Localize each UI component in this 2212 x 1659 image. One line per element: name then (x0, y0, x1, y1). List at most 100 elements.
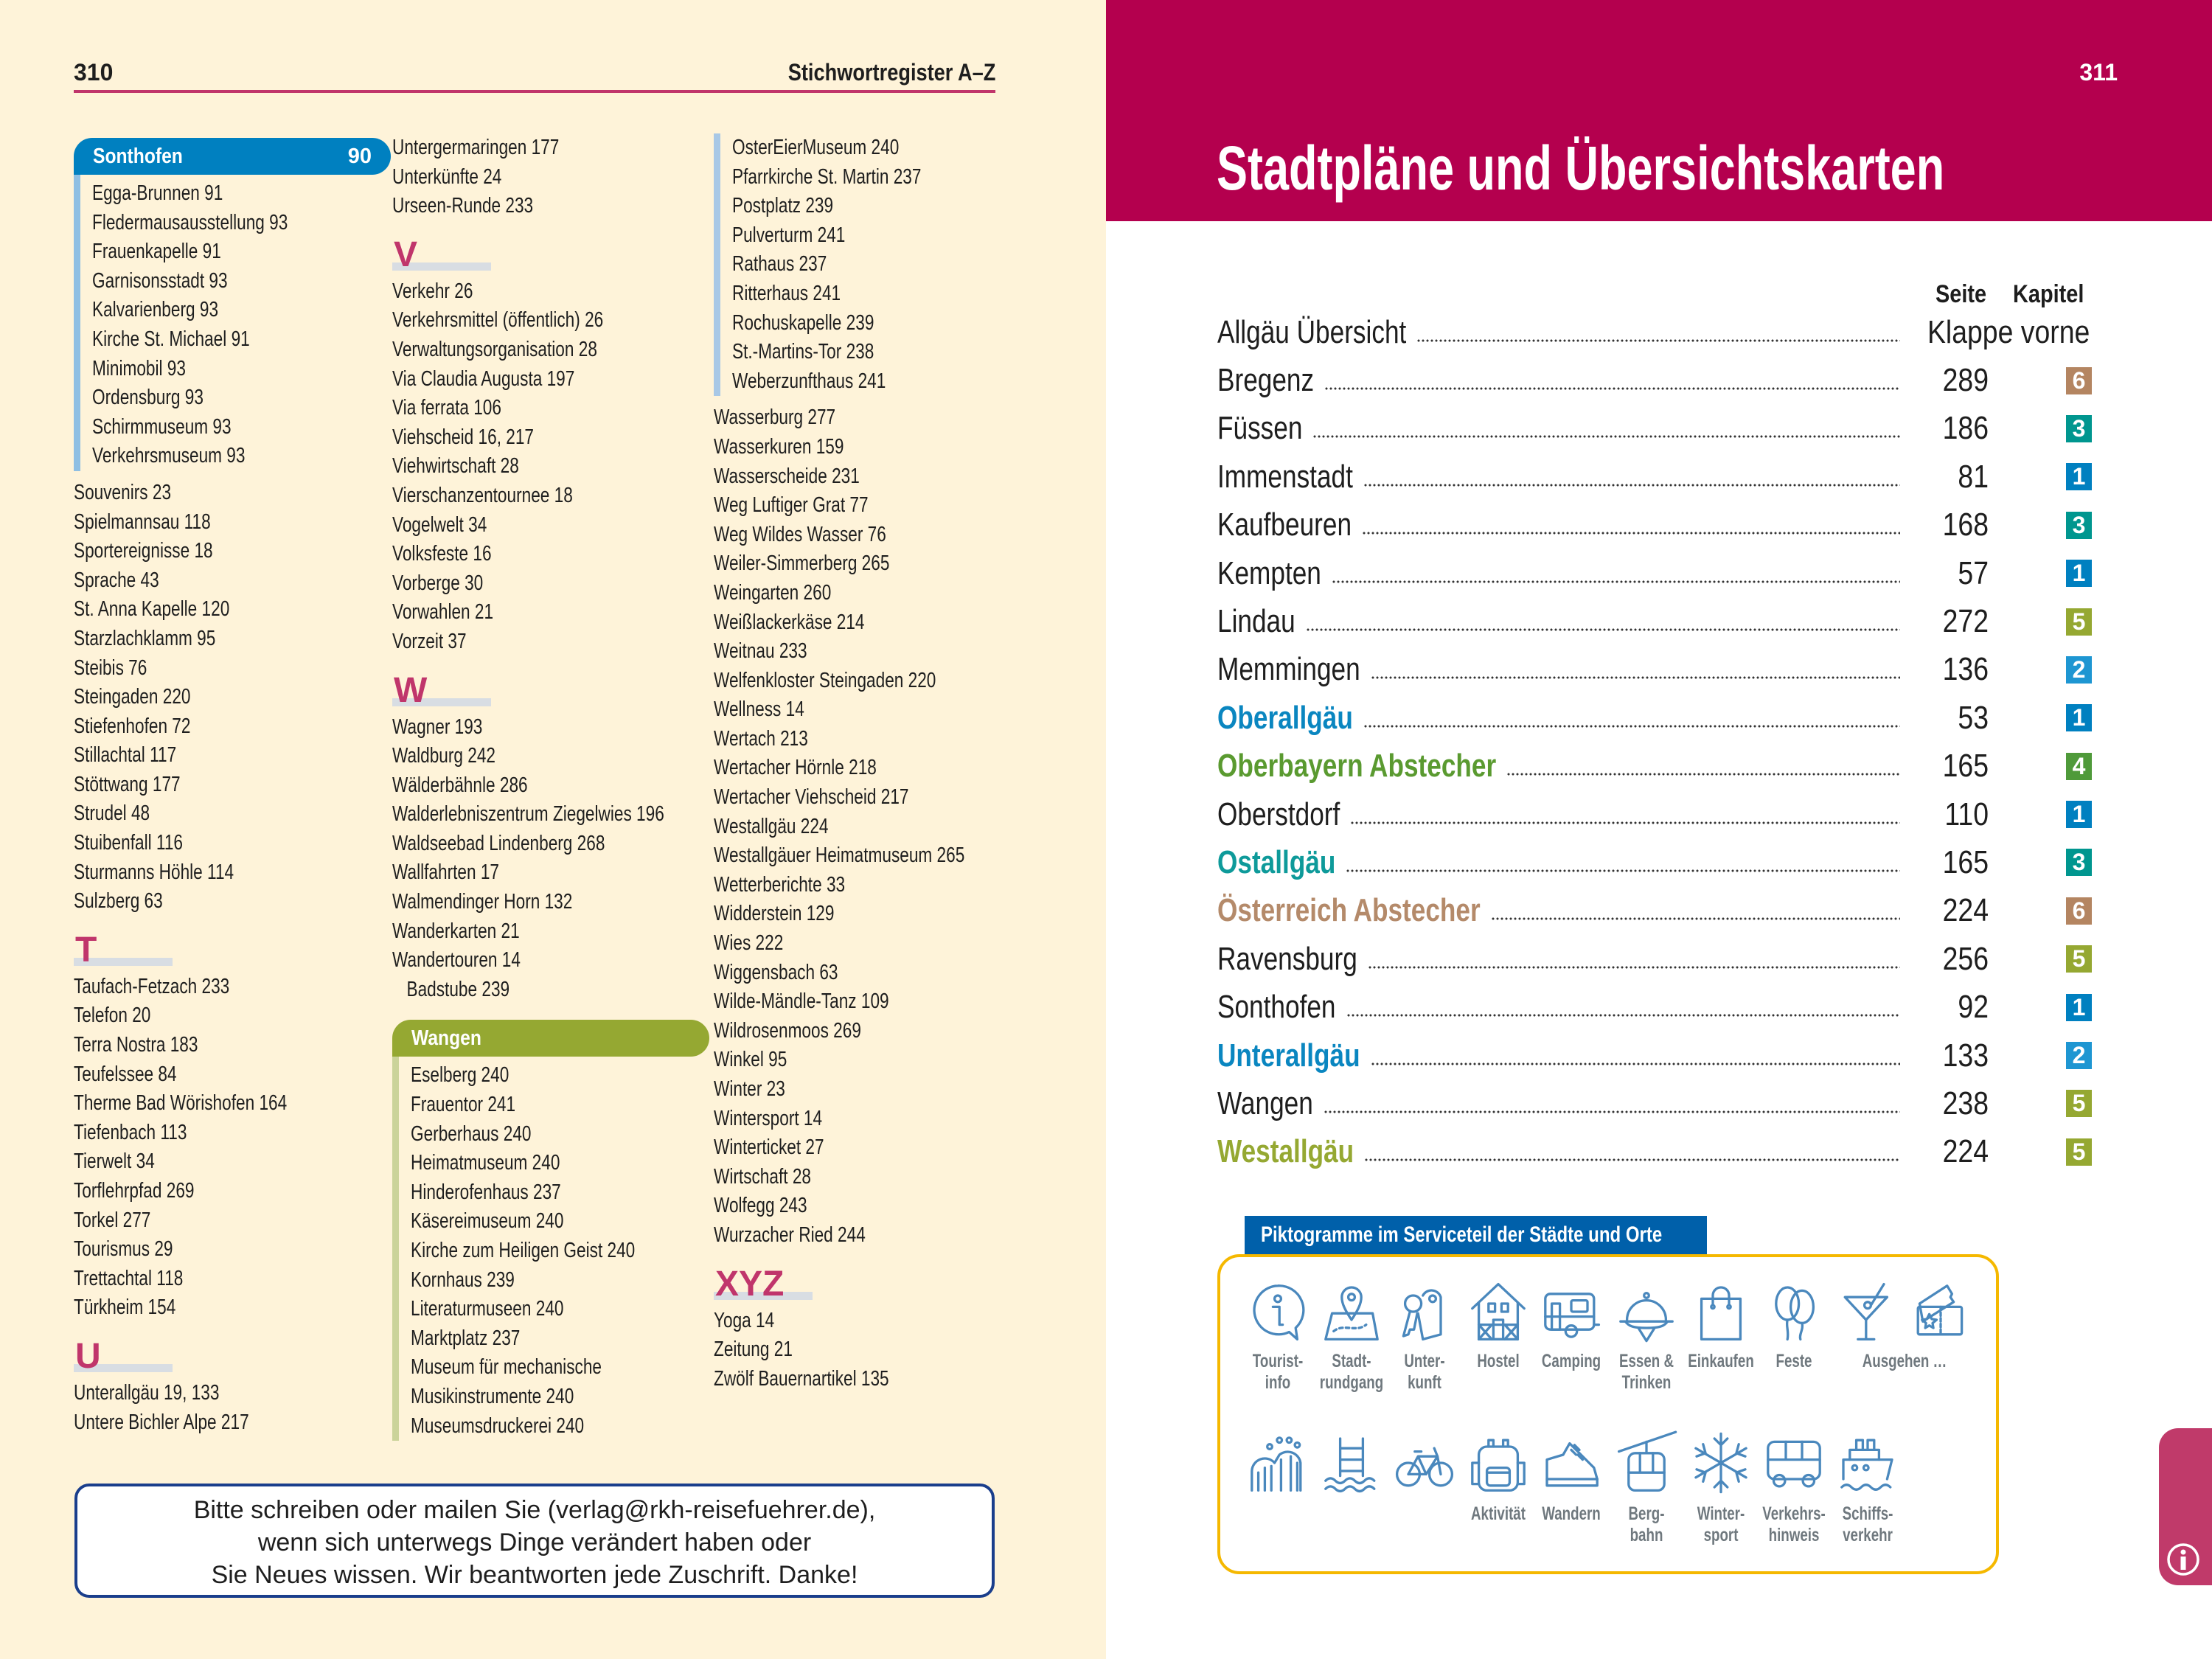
map-name[interactable]: Füssen (1217, 410, 1303, 447)
map-name[interactable]: Kaufbeuren (1217, 507, 1352, 543)
index-entry: Teufelssee 84 (74, 1062, 177, 1086)
table-row[interactable]: Sonthofen 92 1 (1217, 983, 2095, 1031)
group-header: Sonthofen 90 (74, 138, 391, 175)
index-entry: Wellness 14 (714, 698, 804, 722)
map-name[interactable]: Ravensburg (1217, 940, 1357, 977)
index-entry: Steibis 76 (74, 655, 147, 680)
pictogram-legend: Tourist-info Stadt-rundgang Unter-kunft Hos… (1217, 1254, 1999, 1574)
table-row[interactable]: Bregenz 289 6 (1217, 356, 2095, 404)
index-entries: Wasserburg 277 Wasserkuren 159 Wasserschei… (714, 403, 1031, 1250)
index-entry: Walderlebniszentrum Ziegelwies 196 (392, 802, 664, 827)
map-name[interactable]: Oberbayern Abstecher (1217, 748, 1497, 785)
column-header-chapter: Kapitel (2013, 280, 2084, 308)
row-name-wrap: Westallgäu (1217, 1133, 1364, 1170)
index-entry: Vierschanzentournee 18 (392, 483, 573, 507)
row-name-wrap: Oberallgäu (1217, 700, 1363, 737)
side-tab[interactable] (2159, 1428, 2212, 1585)
table-row[interactable]: Oberstdorf 110 1 (1217, 790, 2095, 838)
index-entry: Heimatmuseum 240 (411, 1151, 560, 1175)
index-entry: Westallgäu 224 (714, 814, 829, 838)
table-row[interactable]: Kaufbeuren 168 3 (1217, 501, 2095, 549)
index-entry: Egga-Brunnen 91 (92, 181, 223, 205)
index-entry: Wasserkuren 159 (714, 434, 844, 459)
map-name[interactable]: Immenstadt (1217, 458, 1353, 495)
index-column-3: OsterEierMuseum 240 Pfarrkirche St. Marti… (714, 133, 1031, 1394)
table-row[interactable]: Oberallgäu 53 1 (1217, 694, 2095, 742)
row-name-wrap: Oberbayern Abstecher (1217, 748, 1506, 785)
label-line: Feste (1775, 1351, 1812, 1371)
chapter-badge: 3 (2066, 849, 2092, 877)
page-number: 168 (1942, 507, 1989, 543)
ship-icon (1835, 1430, 1900, 1495)
table-row[interactable]: Füssen 186 3 (1217, 405, 2095, 453)
table-row[interactable]: Ostallgäu 165 3 (1217, 838, 2095, 886)
column-header-page: Seite (1935, 280, 1987, 308)
map-name[interactable]: Wangen (1217, 1085, 1313, 1121)
table-row[interactable]: Ravensburg 256 5 (1217, 935, 2095, 983)
index-entries: Untergermaringen 177 Unterkünfte 24 Urseen… (392, 133, 709, 221)
letter-heading-text: V (394, 234, 418, 274)
table-row[interactable]: Wangen 238 5 (1217, 1079, 2095, 1127)
index-entry: Untere Bichler Alpe 217 (74, 1410, 249, 1434)
map-name[interactable]: Bregenz (1217, 362, 1315, 399)
map-name[interactable]: Westallgäu (1217, 1133, 1354, 1170)
map-name[interactable]: Sonthofen (1217, 989, 1336, 1026)
table-row[interactable]: Westallgäu 224 5 (1217, 1128, 2095, 1176)
label-line: Einkaufen (1688, 1351, 1754, 1371)
pictogram-label: Stadt-rundgang (1315, 1351, 1388, 1394)
table-row[interactable]: Memmingen 136 2 (1217, 646, 2095, 694)
dot-leader (1350, 821, 1900, 824)
page-number: 165 (1942, 844, 1989, 880)
table-row[interactable]: Kempten 57 1 (1217, 549, 2095, 597)
header-rule (74, 90, 995, 93)
dot-leader (1331, 580, 1900, 583)
map-name[interactable]: Unterallgäu (1217, 1037, 1360, 1074)
map-name[interactable]: Österreich Abstecher (1217, 892, 1481, 929)
index-entries: Taufach-Fetzach 233 Telefon 20 Terra Nostr… (74, 973, 391, 1323)
label-line: Stadt- (1332, 1351, 1371, 1371)
map-name[interactable]: Allgäu Übersicht (1217, 313, 1407, 350)
table-row[interactable]: Immenstadt 81 1 (1217, 453, 2095, 501)
index-entry: Taufach-Fetzach 233 (74, 974, 230, 998)
table-row[interactable]: Unterallgäu 133 2 (1217, 1032, 2095, 1079)
map-name[interactable]: Oberstdorf (1217, 796, 1340, 832)
index-entry: Zwölf Bauernartikel 135 (714, 1366, 889, 1391)
page-number: 81 (1958, 458, 1989, 495)
letter-heading-text: W (394, 670, 428, 710)
cloche-icon (1614, 1279, 1679, 1344)
chapter-badge: 5 (2066, 1138, 2092, 1166)
table-row[interactable]: Lindau 272 5 (1217, 597, 2095, 645)
table-row[interactable]: Oberbayern Abstecher 165 4 (1217, 742, 2095, 790)
notice-line: wenn sich unterwegs Dinge verändert habe… (257, 1528, 812, 1557)
chapter-cell: 1 (1989, 463, 2095, 491)
index-entries: Unterallgäu 19, 133 Untere Bichler Alpe 2… (74, 1379, 391, 1437)
house-icon (1466, 1279, 1531, 1344)
table-row[interactable]: Allgäu Übersicht Klappe vorne (1217, 308, 2095, 356)
chapter-cell: 6 (1989, 897, 2095, 925)
index-entry: Yoga 14 (714, 1308, 775, 1332)
bus-icon (1761, 1430, 1826, 1495)
label-line: Aktivität (1471, 1503, 1526, 1524)
row-name-wrap: Ravensburg (1217, 941, 1368, 978)
map-name[interactable]: Kempten (1217, 554, 1321, 591)
map-name[interactable]: Ostallgäu (1217, 844, 1336, 880)
index-entry: Pulverturm 241 (732, 223, 846, 247)
map-name[interactable]: Oberallgäu (1217, 699, 1353, 736)
chapter-cell: 5 (1989, 1138, 2095, 1166)
index-entry: Vogelwelt 34 (392, 512, 487, 537)
dot-leader (1323, 1110, 1900, 1113)
chapter-cell: 6 (1989, 366, 2095, 394)
chapter-cell: 3 (1989, 849, 2095, 877)
index-entry: Wintersport 14 (714, 1106, 823, 1130)
chapter-badge: 5 (2066, 945, 2092, 973)
chapter-cell: 2 (1989, 655, 2095, 684)
index-entry: Museumsdruckerei 240 (411, 1413, 585, 1438)
map-name[interactable]: Memmingen (1217, 651, 1360, 688)
table-row[interactable]: Österreich Abstecher 224 6 (1217, 887, 2095, 935)
index-entry: Viehscheid 16, 217 (392, 425, 535, 449)
label-line: Winter- (1697, 1503, 1745, 1524)
page-number: 256 (1942, 940, 1989, 977)
map-name[interactable]: Lindau (1217, 603, 1295, 640)
label-line: Essen & (1618, 1351, 1674, 1371)
chapter-badge: 3 (2066, 414, 2092, 442)
